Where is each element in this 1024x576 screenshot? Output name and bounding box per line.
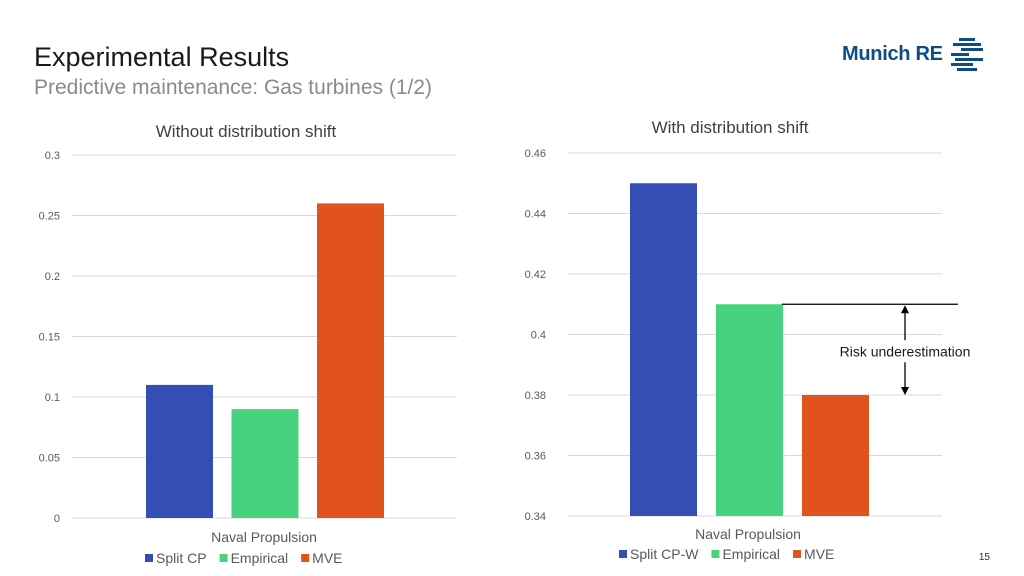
y-tick-label: 0.46 <box>525 148 546 160</box>
legend-swatch <box>301 554 310 562</box>
y-tick-label: 0.2 <box>45 271 60 283</box>
legend-swatch <box>219 554 228 562</box>
y-tick-label: 0.34 <box>525 511 546 523</box>
y-tick-label: 0.25 <box>39 211 60 223</box>
legend-swatch <box>145 554 153 562</box>
legend-label: Split CP-W <box>630 546 699 562</box>
y-tick-label: 0.3 <box>45 150 60 162</box>
chart-title: Without distribution shift <box>156 122 337 141</box>
y-tick-label: 0.44 <box>525 209 546 221</box>
risk-annotation: Risk underestimation <box>782 303 971 395</box>
legend-label: Split CP <box>156 550 207 566</box>
annotation-label: Risk underestimation <box>840 343 971 359</box>
legend: Split CP-W Empirical MVE <box>619 546 834 562</box>
annotation-arrowhead-up <box>901 305 909 314</box>
annotation-arrowhead-down <box>901 387 909 395</box>
slide-title: Experimental Results <box>34 42 290 72</box>
bar-mve <box>317 203 384 518</box>
logo-stripes-icon <box>950 38 983 71</box>
bar-empirical <box>716 304 783 516</box>
y-tick-label: 0.15 <box>39 332 60 344</box>
legend: Split CP Empirical MVE <box>145 550 343 566</box>
y-tick-label: 0.36 <box>525 451 546 463</box>
bar-mve <box>802 395 869 516</box>
bar-split-cp-w <box>630 183 697 516</box>
chart-without-shift: Without distribution shift 0 0.05 0.1 0.15 0.… <box>39 122 457 566</box>
legend-swatch <box>619 550 627 558</box>
company-logo: Munich RE <box>842 34 985 74</box>
slide-subtitle: Predictive maintenance: Gas turbines (1/… <box>34 76 433 99</box>
y-tick-label: 0.38 <box>525 390 546 402</box>
bar-empirical <box>231 409 299 518</box>
legend-label: Empirical <box>231 550 289 566</box>
y-tick-label: 0.1 <box>45 392 60 404</box>
legend-label: MVE <box>312 550 342 566</box>
y-tick-label: 0.05 <box>39 453 60 465</box>
bar-split-cp <box>146 384 213 518</box>
y-tick-label: 0.42 <box>525 269 546 281</box>
page-number: 15 <box>978 552 990 563</box>
legend-swatch <box>711 550 720 558</box>
chart-with-shift: With distribution shift 0.34 0.36 0.38 0.4 0.… <box>525 118 971 562</box>
legend-swatch <box>793 550 802 558</box>
legend-label: MVE <box>804 546 834 562</box>
y-tick-label: 0.4 <box>531 330 546 342</box>
chart-title: With distribution shift <box>652 118 809 137</box>
x-category-label: Naval Propulsion <box>695 526 801 542</box>
legend-label: Empirical <box>722 546 780 562</box>
x-category-label: Naval Propulsion <box>211 529 317 545</box>
logo-text: Munich RE <box>842 42 943 65</box>
y-tick-label: 0 <box>54 513 60 525</box>
